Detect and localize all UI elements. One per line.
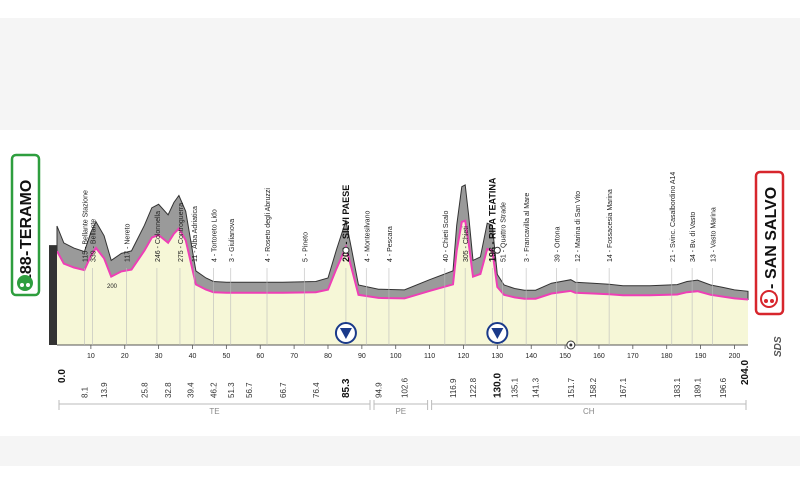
profile-area (57, 220, 748, 345)
distance-marker: 151.7 (567, 377, 576, 398)
distance-marker: 46.2 (209, 382, 218, 398)
distance-marker: 116.9 (449, 378, 458, 398)
waypoint-label: 14 - Fossacesia Marina (607, 189, 614, 262)
finish-name: SAN SALVO (763, 187, 780, 279)
waypoint-label: 4 - Pescara (387, 226, 394, 262)
distance-marker: 13.9 (100, 382, 109, 398)
region-label: TE (209, 407, 219, 416)
km-tick-label: 60 (256, 353, 264, 360)
waypoint-label: 40 - Chieti Scalo (443, 211, 450, 262)
distance-marker: 141.3 (532, 377, 541, 398)
distance-marker: 51.3 (227, 382, 236, 398)
waypoint-label: 11 - Alba Adriatica (192, 206, 199, 262)
distance-marker: 76.4 (312, 382, 321, 398)
waypoint-label: 12 - Marina di San Vito (575, 191, 582, 262)
km-tick-label: 20 (121, 353, 129, 360)
region-label: CH (583, 407, 595, 416)
waypoint-label: 305 - Chieti (463, 226, 470, 262)
distance-marker: 8.1 (80, 386, 89, 398)
waypoint-label: 39 - Ortona (555, 226, 562, 262)
km-tick-label: 10 (87, 353, 95, 360)
waypoint-label: 3 - Francavilla al Mare (524, 193, 531, 262)
start-km: 0.0 (57, 369, 68, 383)
km-tick-label: 120 (458, 353, 470, 360)
km-tick-label: 110 (424, 353, 435, 360)
distance-marker: 183.1 (673, 377, 682, 398)
distance-marker: 94.9 (374, 382, 383, 398)
distance-marker: 122.8 (469, 377, 478, 398)
bottom-band (0, 436, 800, 466)
km-tick-label: 40 (189, 353, 197, 360)
waypoint-label: 203 - SILVI PAESE (341, 185, 351, 262)
distance-marker: 158.2 (589, 377, 598, 398)
distance-marker: 130.0 (492, 373, 503, 398)
start-name: TERAMO (18, 180, 35, 249)
waypoint-label: 196 - RIPA TEATINA (487, 177, 497, 262)
waypoint-label: 4 - Roseto degli Abruzzi (265, 188, 272, 262)
sds-logo: SDS (773, 336, 784, 357)
km-tick-label: 190 (695, 353, 707, 360)
waypoint-label: 34 - Bv. di Vasto (690, 212, 697, 262)
km-tick-label: 50 (222, 353, 230, 360)
waypoint-label: 5 - Pineto (302, 232, 309, 262)
kom-summit-dot (342, 246, 350, 254)
km-tick-label: 160 (593, 353, 605, 360)
km-tick-label: 150 (559, 353, 571, 360)
distance-marker: 196.6 (719, 377, 728, 398)
km-tick-label: 80 (324, 353, 332, 360)
altitude-scale-label: 200 (107, 284, 118, 290)
finish-box: SAN SALVO 2 - (754, 170, 785, 316)
kom-icon (334, 322, 357, 344)
svg-text:-: - (763, 284, 780, 289)
km-tick-label: 180 (661, 353, 673, 360)
sprint-icon-dot (569, 343, 573, 347)
waypoint-label: 275 - Controguerra (178, 203, 185, 262)
start-cyclist-icon (17, 275, 33, 291)
profile-line (56, 219, 749, 301)
distance-marker: 189.1 (694, 377, 703, 398)
km-tick-label: 170 (627, 353, 639, 360)
start-box: TERAMO 188 - (10, 153, 41, 297)
waypoint-label: 51 - Quattro Strade (500, 202, 507, 262)
kom-icon (486, 322, 509, 344)
waypoint-label: 4 - Montesilvano (364, 211, 371, 262)
distance-marker: 32.8 (164, 382, 173, 398)
finish-cyclist-icon (760, 290, 778, 308)
svg-text:-: - (18, 251, 35, 256)
km-tick-label: 140 (525, 353, 537, 360)
waypoint-label: 246 - Colonnella (155, 211, 162, 262)
distance-marker: 39.4 (186, 382, 195, 398)
km-tick-label: 90 (358, 353, 366, 360)
distance-marker: 135.1 (511, 377, 520, 398)
waypoint-label: 117 - Nereto (124, 224, 131, 262)
distance-marker: 167.1 (619, 377, 628, 398)
kom-summit-dot (493, 246, 501, 254)
km-tick-label: 70 (290, 353, 298, 360)
km-tick-label: 200 (729, 353, 741, 360)
km-tick-label: 100 (390, 353, 402, 360)
distance-marker: 25.8 (140, 382, 149, 398)
distance-marker: 66.7 (279, 382, 288, 398)
distance-marker: 102.6 (401, 377, 410, 398)
distance-marker: 56.7 (245, 382, 254, 398)
kom-icon-triangle (491, 328, 504, 339)
top-band (0, 18, 800, 130)
km-tick-label: 130 (491, 353, 503, 360)
waypoint-label: 3 - Giulianova (229, 219, 236, 262)
waypoint-label: 21 - Svinc. Casalbordino A14 (670, 172, 677, 262)
waypoint-label: 115 - Bellante Stazione (82, 190, 89, 262)
waypoint-label: 4 - Tortoreto Lido (211, 209, 218, 262)
waypoint-label: 13 - Vasto Marina (710, 207, 717, 262)
region-label: PE (395, 407, 406, 416)
kom-icon-triangle (339, 328, 352, 339)
finish-km: 204.0 (740, 360, 751, 385)
km-tick-label: 30 (155, 353, 163, 360)
distance-marker: 85.3 (341, 378, 352, 398)
waypoint-label: 339 - Bellante (91, 219, 98, 262)
